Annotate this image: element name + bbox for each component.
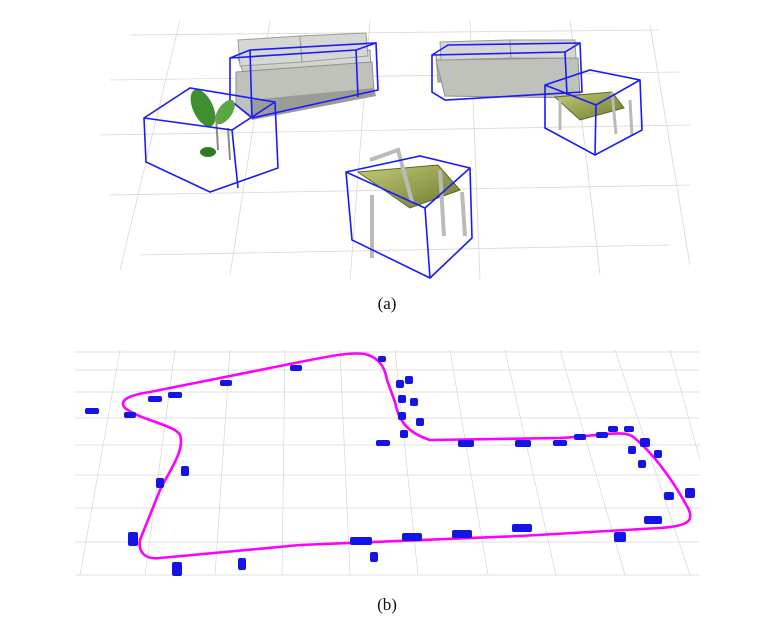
sofa-right: [436, 40, 580, 98]
car: [410, 398, 418, 406]
car: [458, 440, 474, 447]
car: [685, 488, 695, 498]
car: [553, 440, 567, 446]
car: [148, 396, 162, 402]
trajectory-path: [123, 353, 690, 558]
car: [85, 408, 99, 414]
car: [376, 440, 390, 446]
car: [168, 392, 182, 398]
car: [416, 418, 424, 426]
car: [624, 426, 634, 432]
caption-b: (b): [0, 595, 774, 615]
panel-a-scene: [0, 0, 774, 290]
car: [628, 446, 636, 454]
car: [664, 492, 674, 500]
car: [128, 532, 138, 546]
car: [181, 466, 189, 476]
car: [638, 460, 646, 468]
panel-b-scene: [0, 340, 774, 580]
car: [402, 533, 422, 541]
car: [640, 438, 650, 447]
car: [452, 530, 472, 538]
car: [398, 395, 406, 403]
car: [398, 412, 406, 420]
car: [350, 537, 372, 545]
car: [370, 552, 378, 562]
caption-a: (a): [0, 294, 774, 314]
car: [515, 440, 531, 447]
panel-b: [0, 340, 774, 580]
car: [290, 365, 302, 371]
car: [156, 478, 164, 488]
car: [124, 412, 136, 418]
car: [238, 558, 246, 570]
car: [574, 434, 586, 440]
car: [608, 426, 618, 432]
car: [400, 430, 408, 438]
sofa-left: [236, 33, 376, 120]
panel-a: [0, 0, 774, 290]
car: [220, 380, 232, 386]
car: [396, 380, 404, 388]
car: [512, 524, 532, 532]
car: [644, 516, 662, 524]
car: [596, 432, 608, 438]
car: [378, 356, 386, 362]
car: [172, 562, 182, 576]
car: [614, 532, 626, 542]
chair-right: [555, 92, 632, 136]
car: [654, 450, 662, 458]
car: [405, 376, 413, 384]
